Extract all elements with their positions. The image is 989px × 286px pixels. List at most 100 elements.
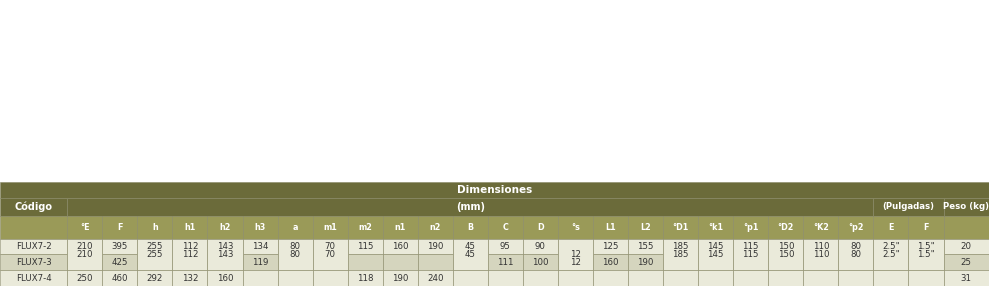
Bar — [593, 239, 628, 254]
Bar — [453, 239, 488, 254]
Bar — [278, 216, 313, 239]
Bar — [417, 239, 453, 254]
Bar — [0, 182, 989, 198]
Text: 134: 134 — [252, 242, 268, 251]
Bar — [0, 216, 67, 239]
Bar — [313, 254, 348, 270]
Text: L1: L1 — [605, 223, 616, 232]
Text: m2: m2 — [358, 223, 372, 232]
Text: 150: 150 — [777, 250, 794, 259]
Bar — [348, 270, 383, 286]
Bar — [102, 270, 137, 286]
Text: 70: 70 — [324, 250, 335, 259]
Bar — [558, 239, 593, 270]
Text: 25: 25 — [960, 258, 972, 267]
Bar — [909, 270, 944, 286]
Bar — [0, 254, 67, 270]
Text: h3: h3 — [254, 223, 266, 232]
Text: 111: 111 — [497, 258, 513, 267]
Bar — [768, 216, 803, 239]
Text: 185: 185 — [673, 242, 689, 251]
Bar — [873, 270, 909, 286]
Text: Peso (kg): Peso (kg) — [944, 202, 989, 211]
Text: FLUX7-4: FLUX7-4 — [16, 274, 51, 283]
Bar — [278, 270, 313, 286]
Bar — [768, 239, 803, 254]
Bar — [523, 239, 558, 254]
Text: h1: h1 — [184, 223, 196, 232]
Bar — [242, 239, 278, 254]
Bar — [803, 254, 839, 270]
Bar — [944, 254, 989, 270]
Text: F: F — [117, 223, 123, 232]
Text: 210: 210 — [76, 250, 93, 259]
Bar — [208, 239, 242, 270]
Bar — [0, 239, 67, 254]
Text: 1.5": 1.5" — [917, 250, 935, 259]
Bar — [803, 270, 839, 286]
Bar — [137, 239, 172, 270]
Bar — [172, 270, 208, 286]
Bar — [488, 270, 523, 286]
Text: 125: 125 — [602, 242, 619, 251]
Bar — [172, 216, 208, 239]
Bar — [733, 239, 768, 270]
Text: 190: 190 — [427, 242, 443, 251]
Text: 143: 143 — [217, 242, 233, 251]
Text: 460: 460 — [112, 274, 129, 283]
Text: FLUX7-3: FLUX7-3 — [16, 258, 51, 267]
Text: B: B — [467, 223, 474, 232]
Text: C: C — [502, 223, 508, 232]
Bar — [208, 270, 242, 286]
Bar — [488, 254, 523, 270]
Text: 210: 210 — [76, 242, 93, 251]
Text: 119: 119 — [252, 258, 268, 267]
Text: 145: 145 — [707, 250, 724, 259]
Bar — [628, 239, 663, 254]
Bar — [628, 254, 663, 270]
Bar — [873, 216, 909, 239]
Text: 70: 70 — [324, 242, 335, 251]
Bar — [278, 239, 313, 254]
Text: D: D — [537, 223, 544, 232]
Text: 90: 90 — [535, 242, 546, 251]
Bar — [839, 239, 873, 254]
Bar — [67, 198, 873, 216]
Bar — [137, 239, 172, 254]
Bar — [417, 216, 453, 239]
Bar — [383, 239, 417, 254]
Bar — [523, 254, 558, 270]
Text: L2: L2 — [640, 223, 651, 232]
Bar — [102, 216, 137, 239]
Text: 145: 145 — [707, 242, 724, 251]
Text: (Pulgadas): (Pulgadas) — [882, 202, 935, 211]
Bar — [383, 254, 417, 270]
Text: 115: 115 — [743, 242, 759, 251]
Text: °K2: °K2 — [813, 223, 829, 232]
Bar — [839, 239, 873, 270]
Bar — [663, 254, 698, 270]
Bar — [67, 254, 102, 270]
Bar — [909, 254, 944, 270]
Text: 31: 31 — [960, 274, 972, 283]
Bar — [768, 270, 803, 286]
Text: °k1: °k1 — [708, 223, 723, 232]
Text: 45: 45 — [465, 242, 476, 251]
Text: 185: 185 — [673, 250, 689, 259]
Bar — [944, 270, 989, 286]
Bar — [733, 216, 768, 239]
Text: (mm): (mm) — [456, 202, 485, 212]
Bar — [67, 270, 102, 286]
Bar — [558, 239, 593, 254]
Text: °s: °s — [571, 223, 580, 232]
Text: 80: 80 — [851, 250, 861, 259]
Bar — [768, 239, 803, 270]
Text: 155: 155 — [637, 242, 654, 251]
Bar — [0, 270, 67, 286]
Bar — [873, 254, 909, 270]
Bar — [873, 239, 909, 254]
Bar — [593, 270, 628, 286]
Text: 2.5": 2.5" — [882, 250, 900, 259]
Bar — [839, 216, 873, 239]
Bar — [383, 216, 417, 239]
